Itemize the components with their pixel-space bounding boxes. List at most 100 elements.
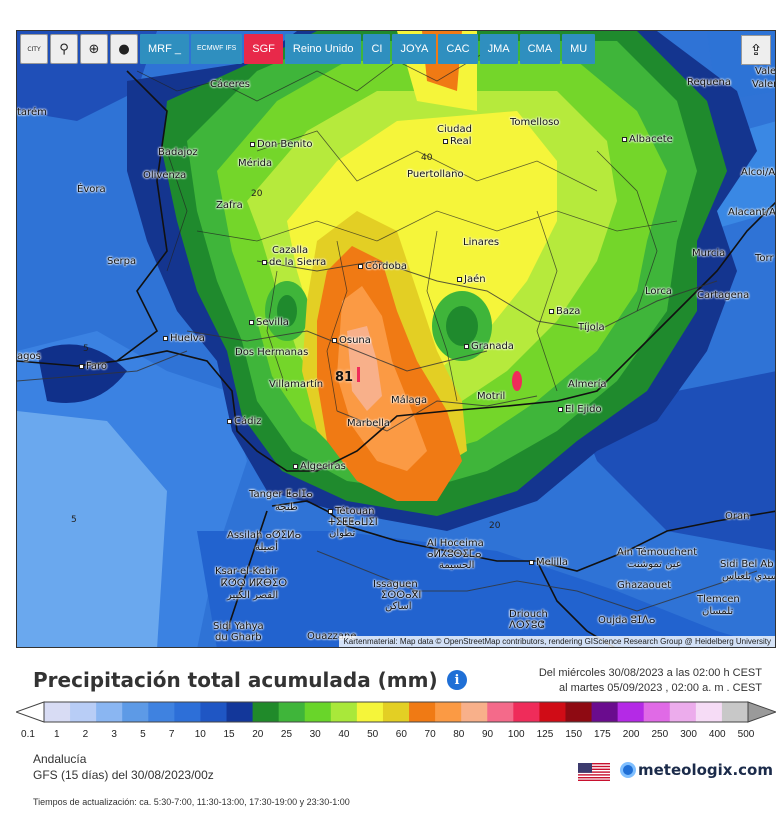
- scale-swatch: [148, 702, 175, 722]
- city-toggle: CITY: [27, 45, 41, 53]
- scale-min-arrow: [16, 701, 45, 723]
- model-button-sgf[interactable]: SGF: [244, 34, 283, 64]
- scale-tick-label: 0.1: [21, 729, 35, 740]
- city-label: agos: [17, 351, 41, 362]
- model-button-cma[interactable]: CMA: [519, 34, 561, 64]
- balloon-button[interactable]: ●: [110, 34, 138, 64]
- color-scale-ticks: 0.1 1 2 3 5 7 10 15 20 25 30 40 50 60 70 80 90 100 125 150 1…: [21, 729, 762, 743]
- city-label: du Gharb: [215, 632, 262, 643]
- share-button[interactable]: ⇪: [741, 35, 771, 65]
- brand-globe-icon: [620, 762, 636, 778]
- city-name: Cáceres: [210, 79, 251, 90]
- share-icon: ⇪: [749, 41, 763, 59]
- city-label: Tíjola: [578, 322, 605, 333]
- scale-swatch: [409, 702, 436, 722]
- city-marker-icon: [622, 136, 627, 142]
- scale-tick-label: 25: [280, 729, 293, 740]
- contour-value-label: 20: [489, 521, 501, 531]
- city-marker-icon: [529, 559, 534, 565]
- scale-swatch: [487, 702, 514, 722]
- scale-tick-label: 500: [737, 729, 755, 740]
- city-name: سيدي بلعباس: [722, 571, 776, 582]
- city-marker-icon: [332, 337, 337, 343]
- city-label: Valen: [752, 79, 775, 90]
- city-label: Zafra: [216, 200, 243, 211]
- scale-outline: [43, 701, 749, 723]
- model-button-mu[interactable]: MU: [562, 34, 596, 64]
- us-flag-icon[interactable]: [578, 763, 610, 781]
- scale-tick-label: 60: [395, 729, 407, 740]
- city-label: Jaén: [457, 274, 486, 285]
- scale-tick-label: 300: [680, 729, 697, 740]
- model-button-mrf[interactable]: MRF _: [140, 34, 189, 64]
- brand-name: meteologix.com: [638, 761, 773, 779]
- city-toggle-button[interactable]: CITY: [20, 34, 48, 64]
- city-label: ⵉⵙⵙⴰⴳⵏ: [381, 590, 421, 601]
- period-end: al martes 05/09/2023 , 02:00 a. m . CEST: [559, 682, 762, 694]
- city-label: اساكن: [385, 601, 412, 612]
- scale-swatch: [174, 702, 201, 722]
- city-name: Huelva: [170, 333, 205, 344]
- precipitation-map[interactable]: [17, 31, 776, 648]
- city-name: Mérida: [238, 158, 273, 169]
- city-marker-icon: [358, 263, 363, 269]
- map-attribution[interactable]: Kartenmaterial: Map data © OpenStreetMap…: [339, 636, 775, 647]
- city-label: Sidi Yahya: [213, 621, 264, 632]
- city-label: Ciudad: [437, 124, 472, 135]
- location-pin-button[interactable]: ⚲: [50, 34, 78, 64]
- city-name: Ghazaouet: [617, 580, 672, 591]
- scale-swatch: [330, 702, 358, 722]
- city-label: Requena: [687, 77, 731, 88]
- city-name: Sidi Bel Ab: [720, 559, 774, 570]
- zoom-icon: ⊕: [88, 41, 100, 57]
- scale-tick-label: 125: [536, 729, 554, 740]
- model-button-ci[interactable]: CI: [363, 34, 391, 64]
- city-name: Dos Hermanas: [235, 347, 309, 358]
- city-label: Huelva: [163, 333, 205, 344]
- scale-swatch: [643, 702, 671, 722]
- city-label: Alacant/A: [728, 207, 775, 218]
- city-label: Granada: [464, 341, 514, 352]
- model-button-cac[interactable]: CAC: [438, 34, 478, 64]
- city-name: Linares: [463, 237, 500, 248]
- city-name: Puertollano: [407, 169, 464, 180]
- color-scale-bar: [16, 701, 776, 723]
- zoom-button[interactable]: ⊕: [80, 34, 108, 64]
- model-button-joya[interactable]: JOYA: [392, 34, 437, 64]
- city-label: Lorca: [645, 286, 672, 297]
- city-name: Albacete: [629, 134, 673, 145]
- city-name: tarém: [17, 107, 47, 118]
- scale-swatch: [539, 702, 566, 722]
- city-marker-icon: [249, 319, 254, 325]
- city-name: Granada: [471, 341, 514, 352]
- city-label: Málaga: [391, 395, 427, 406]
- city-name: El Ejido: [565, 404, 602, 415]
- city-name: تطوان: [329, 528, 356, 539]
- city-label: Vale: [755, 66, 775, 77]
- city-name: القصر الكبير: [227, 590, 279, 601]
- city-marker-icon: [293, 463, 298, 469]
- city-label: Tlemcen: [697, 594, 740, 605]
- city-label: Cartagena: [697, 290, 749, 301]
- location-pin-icon: ⚲: [59, 41, 69, 57]
- model-button-jma[interactable]: JMA: [479, 34, 518, 64]
- city-label: Assilah ⴰⵚⵉⵍⴰ: [227, 530, 301, 541]
- scale-swatch: [669, 702, 697, 722]
- city-name: du Gharb: [215, 632, 262, 643]
- info-icon[interactable]: i: [447, 670, 467, 690]
- legend-title: Precipitación total acumulada (mm): [33, 668, 438, 692]
- city-marker-icon: [227, 418, 232, 424]
- city-label: Ain Témouchent: [617, 547, 697, 558]
- city-name: ⵜⵉⵟⵟⴰⵡⵉⵏ: [328, 517, 378, 528]
- scale-swatch: [226, 702, 254, 722]
- model-button-reino-unido[interactable]: Reino Unido: [284, 34, 362, 64]
- city-name: Murcia: [692, 248, 726, 259]
- city-name: اساكن: [385, 601, 412, 612]
- brand-logo[interactable]: meteologix.com: [620, 761, 773, 779]
- city-marker-icon: [457, 276, 462, 282]
- city-label: Motril: [477, 391, 505, 402]
- model-button-ecmwf-ifs[interactable]: ECMWF IFS: [191, 34, 243, 64]
- city-label: Oujda ⵓⵊⴷⴰ: [598, 615, 655, 626]
- city-name: Assilah ⴰⵚⵉⵍⴰ: [227, 530, 302, 541]
